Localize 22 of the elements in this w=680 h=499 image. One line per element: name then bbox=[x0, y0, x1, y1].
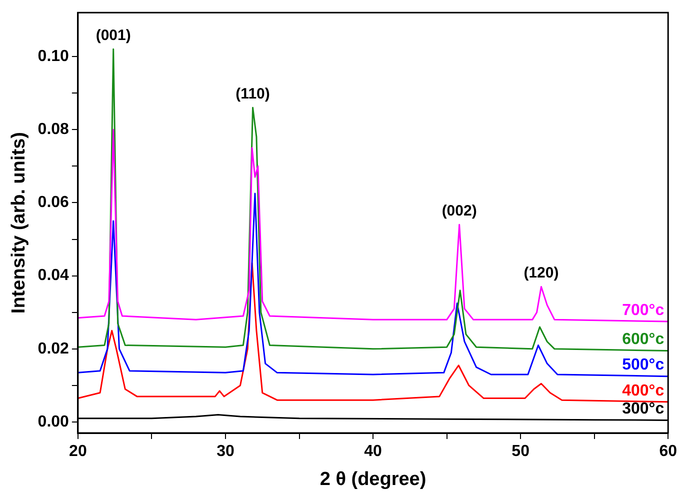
x-tick-label: 40 bbox=[364, 443, 382, 460]
x-tick-label: 30 bbox=[216, 443, 234, 460]
series-label: 500°c bbox=[622, 356, 664, 374]
series-label: 600°c bbox=[622, 331, 664, 348]
y-tick-label: 0.06 bbox=[38, 194, 70, 212]
annotation: (001) bbox=[96, 26, 131, 44]
x-tick-label: 20 bbox=[69, 443, 87, 460]
annotation: (120) bbox=[524, 264, 559, 282]
y-tick-label: 0.00 bbox=[38, 413, 70, 430]
series-label: 300°c bbox=[622, 400, 664, 418]
x-axis-title: 2 θ (degree) bbox=[320, 468, 426, 490]
series-label: 400°c bbox=[622, 382, 664, 400]
y-tick-label: 0.10 bbox=[38, 48, 70, 65]
annotation: (002) bbox=[442, 202, 477, 220]
x-tick-label: 50 bbox=[512, 443, 530, 460]
y-tick-label: 0.02 bbox=[38, 340, 70, 358]
y-tick-label: 0.04 bbox=[38, 267, 70, 284]
series-label: 700°c bbox=[622, 302, 664, 319]
annotation: (110) bbox=[236, 85, 270, 102]
y-tick-label: 0.08 bbox=[38, 120, 70, 138]
x-tick-label: 60 bbox=[659, 443, 678, 460]
y-axis-title: Intensity (arb. units) bbox=[8, 132, 30, 314]
